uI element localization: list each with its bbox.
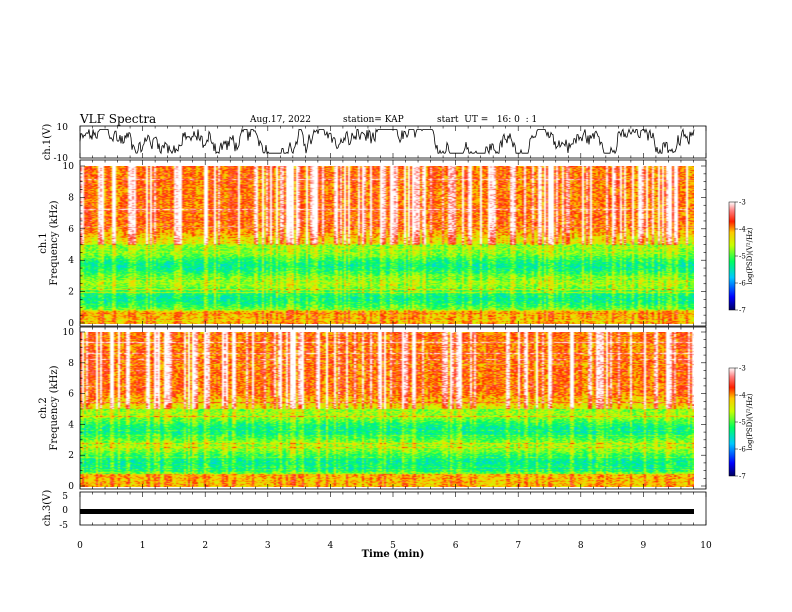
colorbar-tick-label: -4 (739, 392, 746, 400)
ch3-ytick-5: 5 (62, 492, 68, 502)
freq-tick-label: 0 (68, 319, 74, 329)
ch1-spec-yticks: 0 2 4 6 8 10 (63, 162, 706, 329)
ch2-spectrogram-panel: 0 2 4 6 8 10 ch.2 Frequency (kHz) (38, 326, 707, 492)
ch3-ylabel: ch.3(V) (42, 490, 53, 527)
ch1-spectrogram-panel: 0 2 4 6 8 10 ch.1 Frequency (kHz) (38, 159, 707, 329)
colorbar-tick-label: -7 (739, 307, 746, 315)
ch1-colorbar: -3 -4 -5 -6 -7 log(PSD)(V²/Hz) (728, 199, 754, 315)
time-tick-label: 5 (390, 541, 396, 551)
colorbar-tick-label: -6 (739, 280, 746, 288)
colorbar-tick-label: -5 (739, 253, 746, 261)
ch1-spec-ylabel-1: ch.1 (38, 232, 49, 254)
ch2-colorbar-gradient (728, 367, 736, 477)
ch2-spec-ylabel-1: ch.2 (38, 397, 49, 419)
ch1-ylabel: ch.1(V) (42, 124, 53, 161)
ch2-spec-yticks: 0 2 4 6 8 10 (63, 328, 706, 492)
ch2-colorbar: -3 -4 -5 -6 -7 log(PSD)(V²/Hz) (728, 365, 754, 481)
freq-tick-label: 8 (68, 193, 74, 203)
time-tick-label: 2 (202, 541, 208, 551)
date-label: Aug.17, 2022 (250, 115, 311, 125)
ch2-spec-ylabel-2: Frequency (kHz) (49, 365, 60, 450)
ch2-colorbar-label: log(PSD)(V²/Hz) (746, 393, 754, 450)
time-tick-label: 3 (265, 541, 271, 551)
time-tick-label: 10 (700, 541, 712, 551)
colorbar-tick-label: -7 (739, 473, 746, 481)
freq-tick-label: 0 (68, 482, 74, 492)
freq-tick-label: 4 (68, 256, 74, 266)
colorbar-tick-label: -4 (739, 226, 746, 234)
time-tick-label: 7 (515, 541, 521, 551)
time-axis-ticks: 0 1 2 3 4 5 6 7 8 9 10 (77, 126, 712, 551)
freq-tick-label: 10 (63, 328, 75, 338)
ch1-colorbar-label: log(PSD)(V²/Hz) (746, 227, 754, 284)
ch1-waveform-line (79, 127, 695, 155)
figure-title: VLF Spectra (80, 112, 157, 126)
station-label: station= KAP (343, 115, 404, 125)
time-tick-label: 4 (328, 541, 334, 551)
time-tick-label: 8 (578, 541, 584, 551)
freq-tick-label: 2 (68, 451, 74, 461)
freq-tick-label: 8 (68, 359, 74, 369)
ch1-ytick-neg10: -10 (54, 154, 69, 164)
ch3-waveform-band (80, 509, 694, 514)
time-tick-label: 1 (140, 541, 146, 551)
ch3-waveform-frame (79, 491, 707, 526)
ch1-colorbar-gradient (728, 201, 736, 311)
time-tick-label: 9 (641, 541, 647, 551)
ch3-ytick-neg5: -5 (59, 521, 68, 531)
time-tick-label: 6 (453, 541, 459, 551)
ch1-spec-ylabel-2: Frequency (kHz) (49, 200, 60, 285)
time-tick-label: 0 (77, 541, 83, 551)
colorbar-tick-label: -5 (739, 419, 746, 427)
colorbar-tick-label: -3 (739, 199, 746, 207)
start-time-label: start UT = 16: 0 : 1 (437, 115, 538, 125)
freq-tick-label: 6 (68, 225, 74, 235)
colorbar-tick-label: -3 (739, 365, 746, 373)
colorbar-tick-label: -6 (739, 446, 746, 454)
ch2-spectrogram-image (80, 332, 694, 487)
ch1-ytick-10: 10 (57, 123, 69, 133)
freq-tick-label: 10 (63, 162, 75, 172)
ch3-ytick-0: 0 (62, 506, 68, 516)
freq-tick-label: 4 (68, 420, 74, 430)
freq-tick-label: 2 (68, 288, 74, 298)
ch3-waveform-panel: 5 0 -5 ch.3(V) (42, 490, 707, 531)
time-axis-label: Time (min) (362, 549, 425, 560)
freq-tick-label: 6 (68, 390, 74, 400)
ch1-spectrogram-image (80, 166, 694, 324)
ch1-waveform-panel: 10 -10 ch.1(V) (42, 123, 707, 164)
